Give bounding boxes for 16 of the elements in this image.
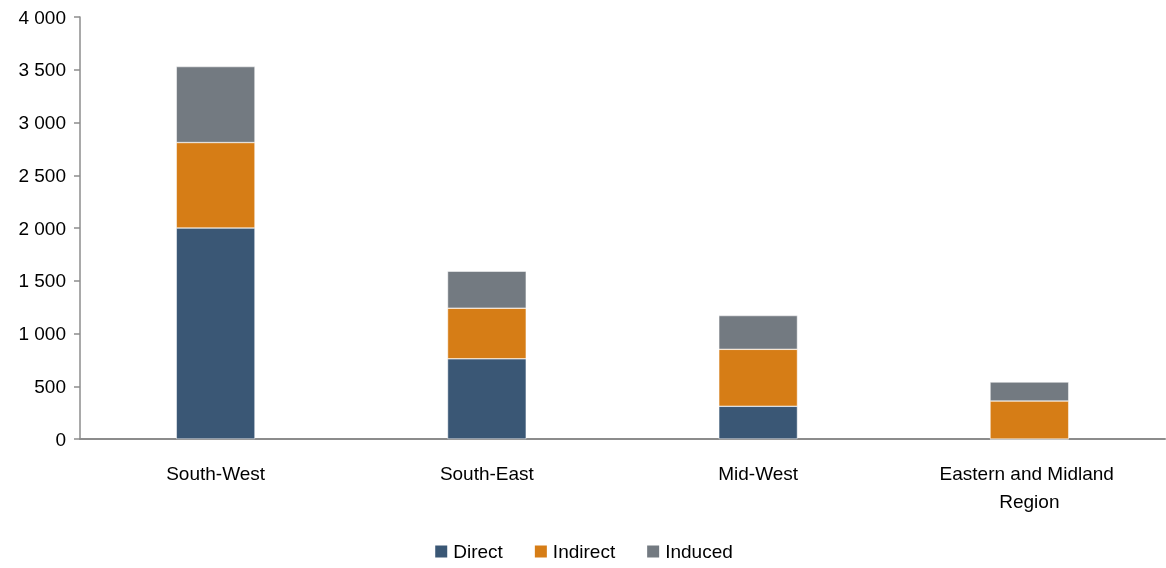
x-tick-label: South-West — [166, 462, 266, 484]
y-tick-label: 2 500 — [18, 164, 66, 186]
x-tick-label: South-East — [439, 462, 535, 484]
y-tick-label: 3 500 — [18, 59, 66, 81]
y-tick-label: 2 000 — [18, 217, 66, 239]
y-tick-label: 0 — [55, 428, 66, 450]
legend-label: Indirect — [552, 541, 616, 562]
y-tick-label: 500 — [34, 375, 66, 397]
y-tick-label: 1 500 — [18, 270, 66, 292]
legend-label: Direct — [453, 541, 504, 562]
x-tick-label: Mid-West — [718, 462, 799, 484]
y-tick-label: 1 000 — [18, 323, 66, 344]
y-tick-label: 3 000 — [18, 112, 66, 133]
x-tick-label: Eastern and Midland Region — [939, 462, 1120, 512]
legend-label: Induced — [665, 541, 733, 562]
y-tick-label: 4 000 — [18, 6, 66, 28]
